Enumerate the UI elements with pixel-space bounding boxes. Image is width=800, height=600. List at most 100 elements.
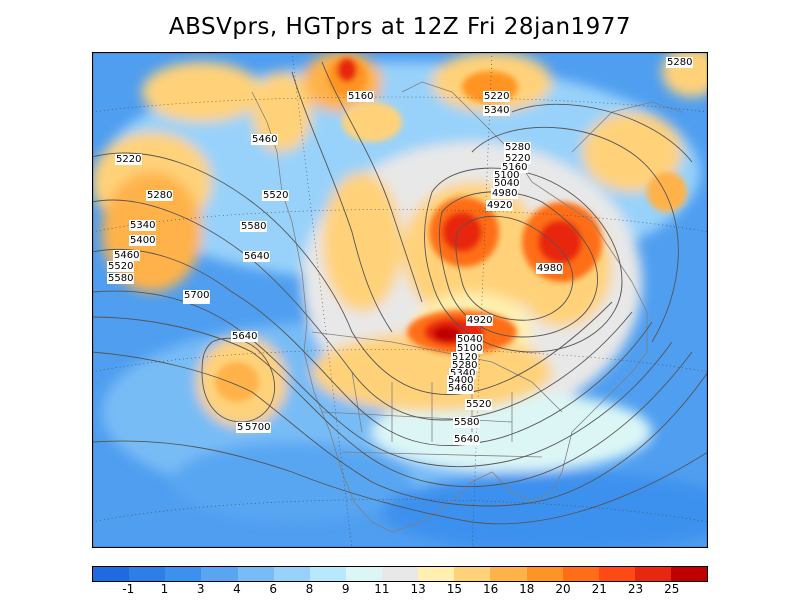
contour-label: 5520: [108, 261, 133, 272]
contour-label-bg: [483, 91, 510, 102]
lat-lon-grid: [92, 52, 708, 548]
contour-label-bg: [465, 399, 492, 410]
contour-label: 5460: [252, 134, 277, 145]
contour-label: 5460: [448, 383, 473, 394]
contour-label: 5700: [245, 422, 270, 433]
contour-label: 4980: [492, 188, 517, 199]
colorbar-swatch: [382, 567, 419, 581]
colorbar-tick-label: 18: [519, 582, 535, 596]
colorbar-swatch: [671, 567, 708, 581]
contour-label-bg: [501, 162, 528, 173]
contour-label: 5160: [502, 162, 527, 173]
contour-label-bg: [456, 334, 483, 345]
contour-label: 4980: [537, 263, 562, 274]
contour-label-bg: [666, 57, 693, 68]
contour-labels: 5160522052805340546055205580564057005760…: [107, 57, 693, 445]
contour-label-bg: [447, 383, 474, 394]
contour-label-bg: [251, 134, 278, 145]
colorbar-tick-label: 9: [341, 582, 350, 596]
colorbar-tick-label: 21: [591, 582, 607, 596]
contour-label-bg: [183, 290, 210, 301]
contour-label: 5220: [116, 154, 141, 165]
contour-label-bg: [453, 417, 480, 428]
contour-label-bg: [456, 343, 483, 354]
contour-label: 5340: [130, 220, 155, 231]
contour-label: 5640: [244, 251, 269, 262]
colorbar-labels: -1 1 3 4 6 8 9 11 13 15 16 18 20 21 23 25: [92, 582, 708, 598]
contour-label-bg: [486, 200, 513, 211]
colorbar-tick-label: 4: [233, 582, 241, 596]
contour-label-bg: [504, 153, 531, 164]
contour-label: 4920: [487, 200, 512, 211]
contour-label: 5340: [484, 105, 509, 116]
contour-label: 5040: [457, 334, 482, 345]
colorbar-swatch: [129, 567, 166, 581]
contour-label-bg: [129, 235, 156, 246]
colorbar-swatch: [345, 567, 382, 581]
colorbar-swatch: [201, 567, 238, 581]
contour-label: 5280: [147, 190, 172, 201]
contour-label: 5580: [454, 417, 479, 428]
colorbar-tick-label: -1: [122, 582, 135, 596]
colorbar-tick-label: 1: [160, 582, 169, 596]
colorbar-tick-label: 3: [196, 582, 205, 596]
colorbar-tick-label: 6: [269, 582, 277, 596]
colorbar-tick-label: 15: [446, 582, 462, 596]
contour-label-bg: [451, 352, 478, 363]
contour-label: 5340: [450, 368, 475, 379]
contour-label-bg: [451, 360, 478, 371]
map-frame: [92, 52, 708, 548]
contour-label: 5160: [348, 91, 373, 102]
contour-label: 5580: [241, 221, 266, 232]
contour-label-bg: [453, 434, 480, 445]
contour-label-bg: [449, 368, 476, 379]
contour-label-bg: [493, 170, 520, 181]
contour-label: 4920: [467, 315, 492, 326]
colorbar-tick-label: 16: [482, 582, 499, 596]
colorbar-swatch: [93, 567, 130, 581]
contour-label-bg: [243, 251, 270, 262]
contour-label-bg: [504, 142, 531, 153]
contour-label: 5040: [494, 178, 519, 189]
contour-label: 5280: [505, 142, 530, 153]
weather-map: 5160522052805340546055205580564057005760…: [92, 52, 708, 548]
contour-label: 5400: [130, 235, 155, 246]
colorbar-tick-label: 8: [305, 582, 314, 596]
height-contours: [92, 61, 708, 525]
contour-label-bg: [107, 261, 134, 272]
contour-label: 5700: [184, 290, 209, 301]
colorbar: [92, 566, 708, 582]
contour-label: 5120: [452, 352, 477, 363]
contour-label-bg: [466, 315, 493, 326]
contour-label: 5460: [114, 250, 139, 261]
contour-label-bg: [129, 220, 156, 231]
contour-label-bg: [491, 188, 518, 199]
colorbar-swatch: [273, 567, 310, 581]
contour-label: 5520: [263, 190, 288, 201]
contour-label: 5640: [454, 434, 479, 445]
contour-label: 5520: [466, 399, 491, 410]
contour-label: 5220: [505, 153, 530, 164]
contour-label-bg: [483, 105, 510, 116]
colorbar-swatch: [165, 567, 202, 581]
contour-label-bg: [146, 190, 173, 201]
contour-label: 5100: [457, 343, 482, 354]
coastline: [251, 81, 683, 533]
contour-label-bg: [262, 190, 289, 201]
colorbar-tick-label: 23: [627, 582, 644, 596]
contour-label-bg: [347, 91, 374, 102]
colorbar-tick-label: 13: [410, 582, 426, 596]
contour-label-bg: [447, 375, 474, 386]
contour-label: 5280: [667, 57, 692, 68]
colorbar-swatch: [526, 567, 563, 581]
contour-label: 5100: [494, 170, 519, 181]
contour-label-bg: [244, 422, 271, 433]
contour-label-bg: [240, 221, 267, 232]
contour-label-bg: [107, 273, 134, 284]
contour-label: 5400: [448, 375, 473, 386]
contour-label-bg: [231, 331, 258, 342]
colorbar-tick-label: 11: [374, 582, 390, 596]
contour-label-bg: [536, 263, 563, 274]
colorbar-swatch: [634, 567, 671, 581]
contour-label: 5280: [452, 360, 477, 371]
